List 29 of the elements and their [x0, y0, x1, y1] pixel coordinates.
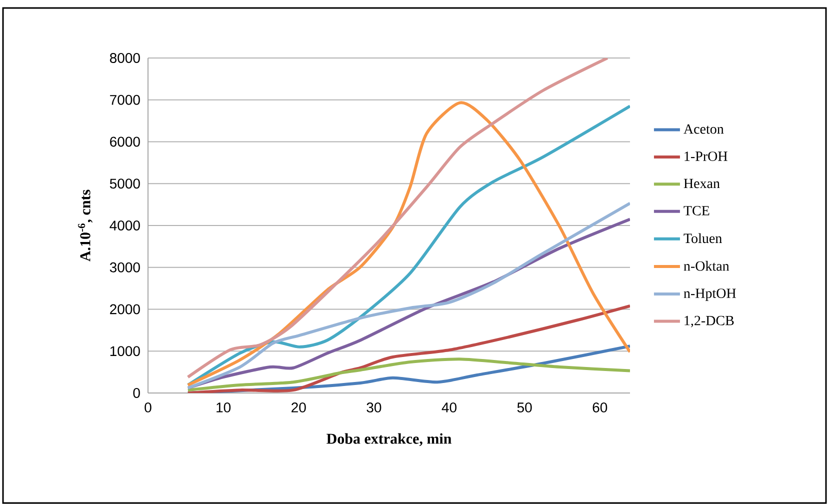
x-tick-label: 0 — [144, 402, 152, 412]
y-tick-label: 0 — [133, 388, 140, 398]
x-tick-label: 60 — [592, 402, 608, 412]
line-series — [186, 358, 630, 392]
y-tick-label: 8000 — [110, 53, 140, 63]
y-tick-label: 6000 — [110, 136, 140, 147]
x-tick-label: 20 — [292, 402, 306, 412]
x-tick-label: 40 — [442, 402, 456, 412]
y-tick-label: 7000 — [110, 94, 140, 105]
x-tick-label: 10 — [216, 402, 231, 412]
y-axis-title: A.10$^{-6}$, cnts — [78, 190, 93, 262]
legend-label: n-HptOH — [684, 288, 736, 301]
y-tick-label: 4000 — [110, 220, 140, 230]
legend-label: 1,2-DCB — [684, 316, 734, 328]
legend-label: TCE — [684, 206, 710, 216]
line-series — [186, 58, 609, 379]
y-tick-label: 1000 — [110, 346, 140, 356]
y-tick-label: 3000 — [110, 262, 140, 272]
x-tick-label: 30 — [366, 402, 382, 412]
legend-label: Toluen — [684, 233, 722, 244]
y-tick-label: 5000 — [110, 178, 140, 189]
legend-label: n-Oktan — [684, 260, 730, 271]
x-tick-label: 50 — [517, 402, 532, 412]
line-series — [186, 304, 630, 393]
x-axis-title: Doba extrakce, min — [326, 433, 452, 446]
legend-label: Hexan — [684, 178, 720, 188]
legend-label: Aceton — [684, 124, 724, 134]
legend-label: 1-PrOH — [684, 152, 728, 161]
y-tick-label: 2000 — [110, 304, 140, 314]
